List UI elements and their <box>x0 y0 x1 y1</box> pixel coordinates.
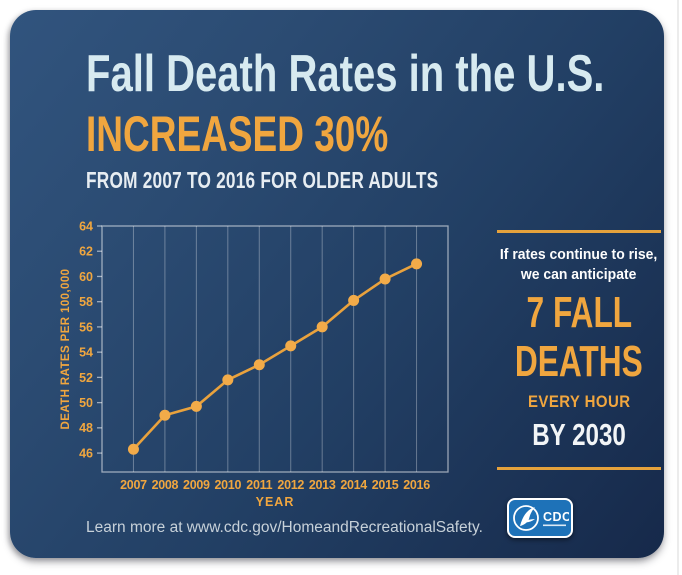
y-tick-label: 58 <box>79 295 93 309</box>
y-tick-label: 64 <box>79 219 93 233</box>
hhs-eagle-icon <box>520 507 535 526</box>
panel-big-line1: 7 FALL <box>526 288 632 337</box>
y-tick-label: 48 <box>79 421 93 435</box>
x-tick-label: 2011 <box>246 478 272 492</box>
y-tick-label: 54 <box>79 346 93 360</box>
y-axis-title: DEATH RATES PER 100,000 <box>60 269 72 430</box>
x-tick-label: 2007 <box>120 478 147 492</box>
x-axis-title: YEAR <box>256 495 295 509</box>
x-tick-label: 2009 <box>183 478 210 492</box>
divider-bottom <box>497 466 661 470</box>
y-tick-label: 46 <box>79 446 93 460</box>
data-point <box>190 400 202 412</box>
divider-top <box>497 230 661 233</box>
x-tick-label: 2016 <box>403 478 430 492</box>
x-tick-label: 2008 <box>152 478 179 492</box>
page-edge-line <box>677 0 679 575</box>
panel-intro-line2: we can anticipate <box>521 265 637 283</box>
cdc-logo: CDC <box>507 498 573 538</box>
panel-big-line2: DEATHS <box>515 337 643 387</box>
data-point <box>222 374 234 386</box>
x-tick-label: 2014 <box>340 478 367 492</box>
plot-border <box>101 225 449 473</box>
data-point <box>411 258 423 270</box>
headline-increase: INCREASED 30% <box>86 106 389 162</box>
y-tick-label: 52 <box>79 371 93 385</box>
y-tick-label: 62 <box>79 245 93 259</box>
x-tick-label: 2013 <box>309 478 336 492</box>
data-point <box>379 273 391 285</box>
cdc-logo-text: CDC <box>543 510 569 524</box>
data-point <box>316 321 328 333</box>
hhs-eagle-circle <box>513 505 539 531</box>
cdc-hhs-logo-graphic: CDC <box>513 505 569 531</box>
y-tick-label: 60 <box>79 270 93 284</box>
cdc-logo-subtext-line <box>543 524 566 527</box>
data-point <box>127 443 139 455</box>
panel-intro-line1: If rates continue to rise, <box>500 246 658 263</box>
learn-more-text: Learn more at www.cdc.gov/HomeandRecreat… <box>86 519 483 536</box>
y-tick-label: 50 <box>79 396 93 410</box>
data-point <box>253 359 265 371</box>
data-line <box>132 262 418 451</box>
x-tick-label: 2010 <box>215 478 242 492</box>
page-title: Fall Death Rates in the U.S. <box>86 45 605 103</box>
x-tick-label: 2012 <box>277 478 304 492</box>
data-point <box>285 340 297 352</box>
hhs-eagle-wing-icon <box>523 519 535 523</box>
data-point <box>159 409 171 421</box>
panel-by-2030: BY 2030 <box>532 416 626 452</box>
data-point <box>348 294 360 306</box>
panel-intro-text: If rates continue to rise, we can antici… <box>500 245 657 284</box>
headline-subtitle: FROM 2007 TO 2016 FOR OLDER ADULTS <box>86 167 439 193</box>
y-tick-label: 56 <box>79 320 93 334</box>
fall-death-rates-line-chart: 46 48 50 52 54 56 58 60 62 64 2007 2008 2009 2010 2011… <box>60 219 449 509</box>
x-tick-label: 2015 <box>372 478 399 492</box>
side-panel: If rates continue to rise, we can antici… <box>497 230 661 470</box>
infographic-card: Fall Death Rates in the U.S. INCREASED 3… <box>10 10 664 558</box>
panel-every-hour: EVERY HOUR <box>527 391 631 411</box>
